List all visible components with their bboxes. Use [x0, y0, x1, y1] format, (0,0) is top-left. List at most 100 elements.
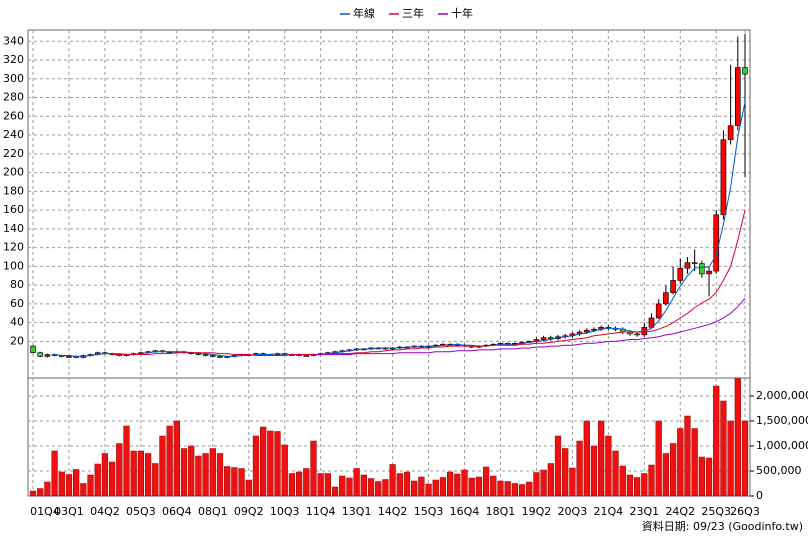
volume-bar: [202, 453, 209, 497]
volume-bar: [44, 481, 51, 497]
y2-tick-label: 2,000,000: [756, 389, 808, 402]
volume-bar: [80, 483, 87, 497]
volume-bar: [94, 463, 101, 497]
volume-bar: [346, 477, 353, 497]
volume-bar: [734, 378, 741, 497]
volume-bar: [511, 483, 518, 497]
volume-bar: [331, 486, 339, 497]
volume-bar: [439, 477, 447, 497]
volume-bar: [411, 480, 418, 497]
y-tick-label: 60: [10, 297, 24, 310]
volume-bar: [58, 471, 65, 497]
legend-label: 三年: [402, 6, 424, 20]
volume-bar: [518, 484, 526, 497]
volume-bar: [324, 473, 331, 497]
x-tick-label: 21Q4: [594, 505, 624, 518]
y-tick-label: 100: [3, 259, 24, 272]
candle-body: [217, 356, 223, 358]
volume-bar: [713, 385, 720, 497]
volume-bar: [633, 477, 641, 497]
x-tick-label: 18Q1: [486, 505, 516, 518]
volume-bar: [540, 469, 547, 497]
x-tick-label: 01Q4: [30, 505, 60, 518]
y2-tick-label: 500,000: [756, 464, 802, 477]
x-tick-label: 14Q2: [378, 505, 408, 518]
candle-body: [655, 303, 662, 319]
candle-body: [713, 214, 720, 272]
y-tick-label: 220: [3, 147, 24, 160]
volume-bar: [166, 425, 173, 497]
y-tick-label: 280: [3, 91, 24, 104]
candle-body: [66, 356, 72, 358]
volume-bar: [367, 478, 375, 497]
volume-bar: [418, 476, 425, 497]
volume-bar: [569, 467, 576, 497]
volume-bar: [144, 453, 152, 497]
y-tick-label: 120: [3, 241, 24, 254]
volume-bar: [274, 431, 281, 497]
volume-bar: [705, 457, 713, 497]
volume-bar: [396, 473, 403, 497]
volume-bar: [425, 483, 432, 497]
volume-bar: [360, 474, 367, 497]
y2-tick-label: 1,000,000: [756, 439, 808, 452]
candle-body: [37, 352, 44, 357]
x-tick-label: 20Q3: [558, 505, 588, 518]
volume-bar: [662, 453, 670, 497]
volume-bar: [497, 480, 504, 497]
volume-bar: [375, 481, 382, 497]
volume-bar: [741, 420, 749, 497]
volume-bar: [231, 467, 238, 497]
volume-bar: [188, 445, 195, 497]
y-tick-label: 140: [3, 222, 24, 235]
volume-bar: [382, 479, 389, 497]
candle-body: [691, 262, 698, 264]
volume-bar: [720, 400, 727, 497]
x-tick-label: 08Q1: [198, 505, 228, 518]
volume-bar: [65, 474, 73, 497]
volume-bar: [475, 476, 483, 497]
candle-body: [303, 355, 310, 357]
volume-bar: [317, 473, 324, 497]
candle-body: [720, 139, 727, 216]
x-tick-label: 04Q2: [90, 505, 120, 518]
y-tick-label: 240: [3, 128, 24, 141]
volume-bar: [101, 453, 109, 497]
x-tick-label: 13Q1: [342, 505, 372, 518]
volume-bar: [238, 468, 245, 497]
x-tick-label: 11Q4: [306, 505, 336, 518]
volume-bar: [195, 455, 202, 497]
ma-line: [112, 209, 746, 356]
x-tick-label: 10Q3: [270, 505, 300, 518]
y2-tick-label: 1,500,000: [756, 414, 808, 427]
volume-bar: [447, 471, 454, 497]
volume-bar: [576, 440, 583, 497]
legend-label: 十年: [451, 6, 473, 20]
x-tick-label: 05Q3: [126, 505, 156, 518]
volume-bar: [130, 450, 137, 497]
footer: 資料日期: 09/23 (Goodinfo.tw): [642, 519, 803, 533]
volume-panel: [27, 377, 751, 497]
x-tick-label: 23Q1: [629, 505, 659, 518]
candle-body: [684, 262, 691, 269]
volume-bar: [267, 430, 274, 497]
candle-body: [706, 270, 712, 275]
volume-bar: [655, 420, 662, 497]
volume-bar: [123, 425, 130, 497]
volume-bar: [73, 469, 80, 497]
volume-bar: [598, 420, 605, 497]
candle-body: [548, 337, 554, 339]
y-tick-label: 20: [10, 334, 24, 347]
y-tick-label: 80: [10, 278, 24, 291]
volume-bar: [504, 481, 511, 497]
volume-bar: [152, 463, 159, 497]
volume-bar: [554, 435, 562, 497]
legend-label: 年線: [353, 6, 375, 20]
volume-bar: [29, 490, 37, 497]
candle-body: [202, 354, 209, 356]
volume-bar: [461, 469, 468, 497]
y-tick-label: 260: [3, 109, 24, 122]
candle-body: [699, 263, 705, 275]
volume-bar: [173, 420, 180, 497]
